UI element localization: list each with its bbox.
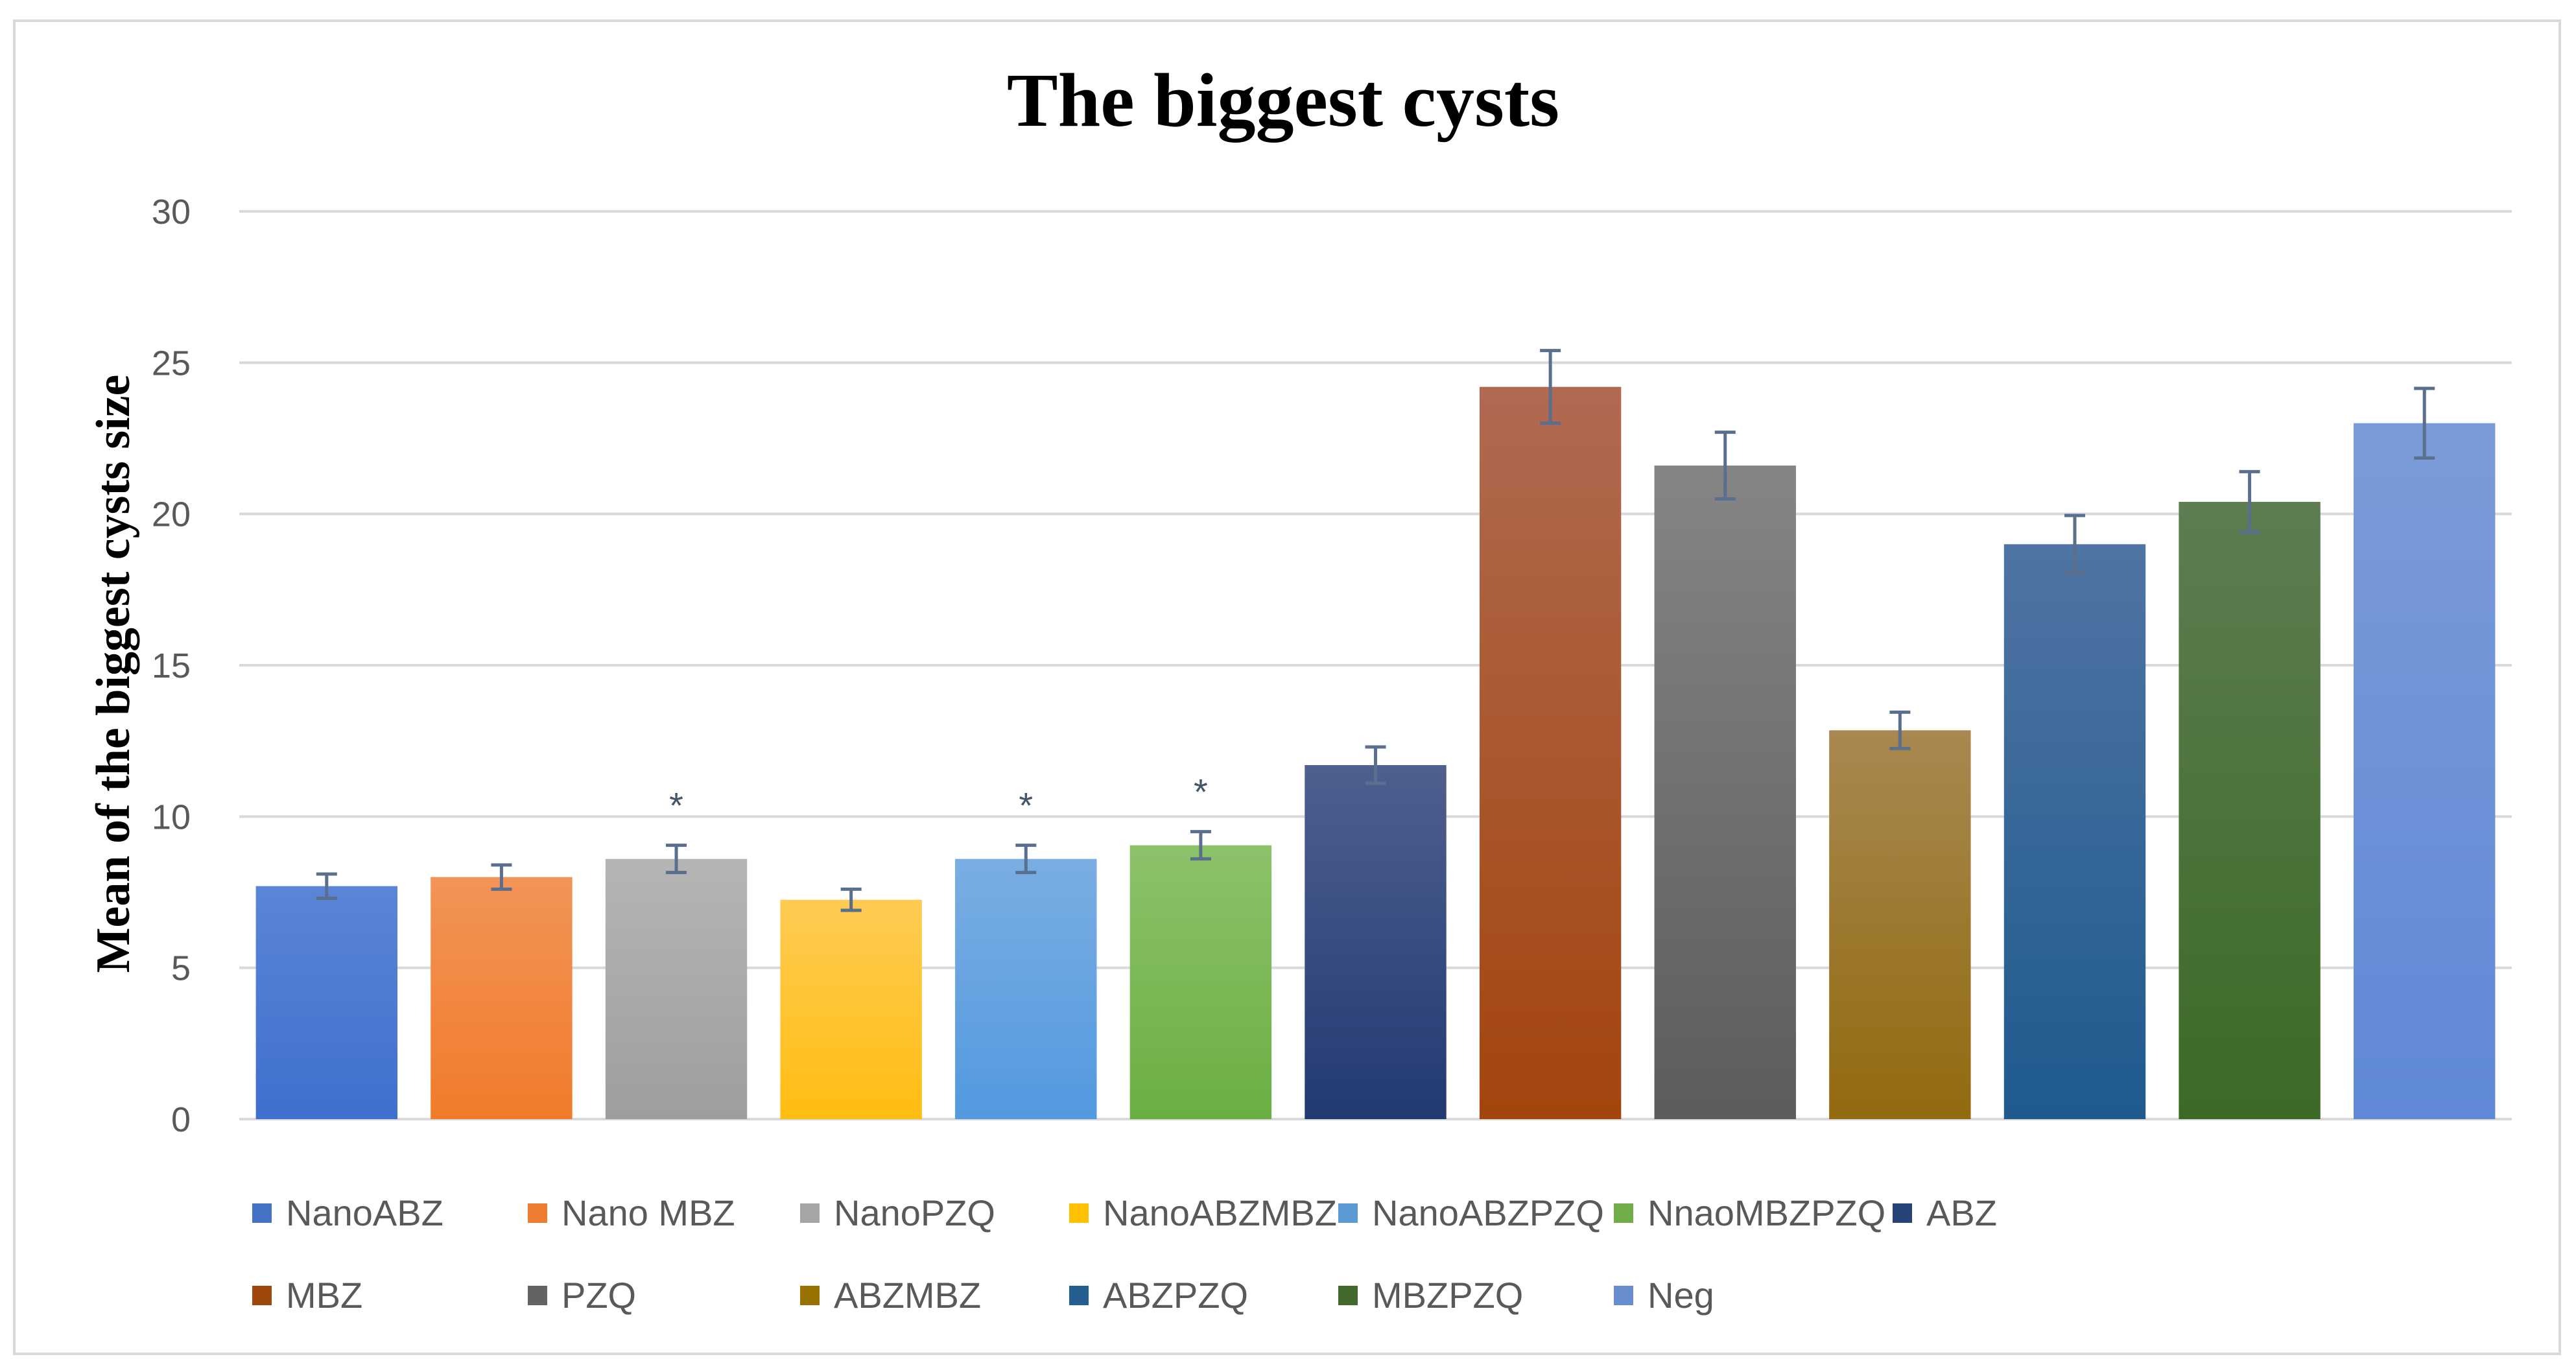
y-axis-ticks: 0 5 10 15 20 25 30	[152, 193, 191, 1139]
significance-mark-2: *	[669, 785, 683, 826]
bar-5	[1129, 845, 1272, 1119]
legend-label-11: MBZPZQ	[1372, 1275, 1523, 1316]
bar-3	[780, 899, 922, 1119]
legend-swatch-8	[528, 1286, 547, 1305]
legend-item-0: NanoABZ	[252, 1192, 443, 1233]
significance-mark-4: *	[1019, 785, 1033, 826]
bar-1	[431, 877, 573, 1119]
legend-swatch-2	[800, 1203, 820, 1223]
legend-label-2: NanoPZQ	[834, 1192, 995, 1233]
legend-label-3: NanoABZMBZ	[1103, 1192, 1337, 1233]
chart-title: The biggest cysts	[1007, 58, 1559, 143]
legend-swatch-5	[1614, 1203, 1633, 1223]
chart-frame: The biggest cysts Mean of the biggest cy…	[13, 19, 2561, 1355]
legend-swatch-11	[1338, 1286, 1358, 1305]
y-tick-label-20: 20	[152, 495, 191, 534]
bar-8	[1654, 466, 1796, 1119]
y-tick-label-10: 10	[152, 798, 191, 836]
legend-item-4: NanoABZPZQ	[1338, 1192, 1604, 1233]
y-axis-title: Mean of the biggest cysts size	[87, 375, 140, 973]
legend-label-6: ABZ	[1926, 1192, 1997, 1233]
legend-label-10: ABZPZQ	[1103, 1275, 1248, 1316]
legend-swatch-1	[528, 1203, 547, 1223]
legend-swatch-9	[800, 1286, 820, 1305]
legend-item-6: ABZ	[1893, 1192, 1997, 1233]
legend-item-7: MBZ	[252, 1275, 362, 1316]
legend-label-5: NnaoMBZPZQ	[1648, 1192, 1885, 1233]
error-bar-7	[1540, 349, 1561, 425]
legend-item-9: ABZMBZ	[800, 1275, 981, 1316]
bar-11	[2179, 502, 2321, 1119]
error-bar-5	[1190, 830, 1211, 861]
bar-9	[1829, 730, 1971, 1119]
legend-label-7: MBZ	[286, 1275, 362, 1316]
bar-chart: The biggest cysts Mean of the biggest cy…	[87, 58, 2512, 1316]
error-bar-12	[2414, 386, 2435, 460]
significance-mark-5: *	[1194, 772, 1208, 812]
legend-item-3: NanoABZMBZ	[1069, 1192, 1337, 1233]
significance-marks: * * *	[669, 772, 1208, 826]
bar-2	[605, 858, 748, 1119]
legend-swatch-12	[1614, 1286, 1633, 1305]
legend: NanoABZ Nano MBZ NanoPZQ NanoABZMBZ NanoABZP…	[252, 1192, 1997, 1316]
y-tick-label-30: 30	[152, 193, 191, 231]
legend-item-8: PZQ	[528, 1275, 636, 1316]
y-tick-label-0: 0	[171, 1100, 191, 1139]
legend-swatch-3	[1069, 1203, 1089, 1223]
legend-swatch-6	[1893, 1203, 1912, 1223]
bar-0	[255, 886, 398, 1119]
error-bar-10	[2064, 514, 2085, 575]
legend-item-11: MBZPZQ	[1338, 1275, 1523, 1316]
legend-swatch-7	[252, 1286, 272, 1305]
y-tick-label-25: 25	[152, 344, 191, 383]
bars	[255, 386, 2496, 1119]
bar-7	[1479, 386, 1622, 1119]
legend-label-8: PZQ	[561, 1275, 636, 1316]
legend-item-1: Nano MBZ	[528, 1192, 735, 1233]
legend-label-1: Nano MBZ	[561, 1192, 735, 1233]
bar-4	[955, 858, 1097, 1119]
legend-label-0: NanoABZ	[286, 1192, 443, 1233]
legend-item-10: ABZPZQ	[1069, 1275, 1248, 1316]
legend-label-12: Neg	[1648, 1275, 1714, 1316]
y-tick-label-5: 5	[171, 949, 191, 988]
error-bar-3	[840, 887, 862, 912]
error-bar-2	[666, 844, 687, 875]
error-bar-8	[1714, 431, 1736, 501]
legend-label-4: NanoABZPZQ	[1372, 1192, 1604, 1233]
legend-swatch-0	[252, 1203, 272, 1223]
y-tick-label-15: 15	[152, 646, 191, 685]
legend-label-9: ABZMBZ	[834, 1275, 981, 1316]
legend-swatch-10	[1069, 1286, 1089, 1305]
error-bars	[316, 349, 2435, 912]
error-bar-1	[491, 863, 512, 891]
error-bar-0	[316, 872, 337, 900]
bar-10	[2003, 544, 2146, 1119]
legend-item-12: Neg	[1614, 1275, 1714, 1316]
error-bar-9	[1889, 710, 1911, 750]
error-bar-6	[1365, 745, 1386, 785]
legend-item-2: NanoPZQ	[800, 1192, 995, 1233]
error-bar-4	[1015, 844, 1037, 875]
bar-6	[1305, 765, 1447, 1119]
error-bar-11	[2239, 469, 2260, 534]
legend-item-5: NnaoMBZPZQ	[1614, 1192, 1885, 1233]
bar-12	[2353, 423, 2496, 1119]
legend-swatch-4	[1338, 1203, 1358, 1223]
